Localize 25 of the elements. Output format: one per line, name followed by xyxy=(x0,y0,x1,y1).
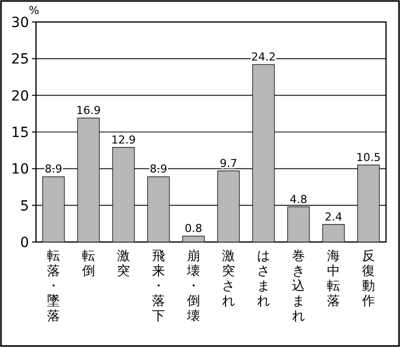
x-label: 転倒 xyxy=(82,249,95,279)
y-tick-label: 0 xyxy=(20,235,29,251)
x-label: 転落・墜落 xyxy=(47,249,60,324)
data-label: 16.9 xyxy=(76,104,101,118)
x-label: 激突 xyxy=(117,249,130,279)
y-tick-label: 20 xyxy=(11,88,29,104)
data-label: 10.5 xyxy=(356,151,381,164)
y-tick-label: 15 xyxy=(11,125,29,141)
data-label: 0.8 xyxy=(184,222,202,236)
data-label: 12.9 xyxy=(111,133,136,146)
y-tick-label: 30 xyxy=(11,15,29,31)
x-label: はさまれ xyxy=(257,249,270,309)
y-tick-label: 25 xyxy=(11,52,29,68)
x-label: 反復動作 xyxy=(362,249,375,309)
x-label: 崩壊・倒壊 xyxy=(187,249,200,324)
data-label: 9.7 xyxy=(220,156,238,170)
data-label: 4.8 xyxy=(290,192,308,206)
x-label: 飛来・落下 xyxy=(152,249,165,324)
y-tick-label: 10 xyxy=(11,162,29,178)
x-label: 巻き込まれ xyxy=(292,249,305,324)
data-label: 2.4 xyxy=(324,210,342,224)
x-label: 海中転落 xyxy=(327,249,340,309)
x-label: 激突され xyxy=(222,249,235,309)
y-tick-label: 5 xyxy=(20,198,29,214)
ylabel: % xyxy=(28,4,40,17)
